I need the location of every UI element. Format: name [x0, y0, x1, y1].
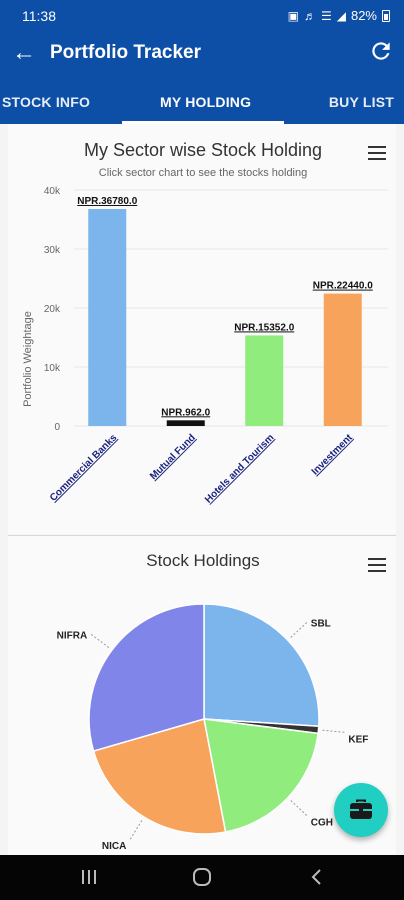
bar-0[interactable] [88, 208, 127, 426]
bar-data-label: NPR.15352.0 [234, 322, 294, 333]
bar-data-label: NPR.22440.0 [313, 281, 373, 292]
bar-3[interactable] [323, 293, 362, 426]
pie-slice-nica[interactable] [92, 718, 227, 835]
pie-connector [322, 729, 345, 733]
battery-icon [382, 9, 390, 22]
recent-apps-icon[interactable] [80, 867, 98, 887]
status-bar: 11:38 ▣ ♬ ☰ ◢ 82% [0, 0, 404, 32]
pie-slice-cgh[interactable] [203, 718, 319, 833]
app-bar: ← Portfolio Tracker [0, 32, 404, 76]
tab-my-holding[interactable]: MY HOLDING [160, 94, 252, 110]
system-nav-bar [0, 855, 404, 900]
stock-pie-labels: SBL KEF CGH NICA NIFRA [57, 618, 369, 852]
pie-slice-nifra[interactable] [88, 603, 205, 753]
sector-chart-menu-icon[interactable] [368, 146, 386, 160]
bar-data-label: NPR.36780.0 [77, 196, 137, 207]
system-back-icon[interactable] [308, 867, 324, 887]
pie-connector [290, 800, 308, 816]
bar-1[interactable] [166, 420, 205, 426]
home-icon[interactable] [192, 867, 212, 887]
stock-pie-card: Stock Holdings SBL KEF CGH NICA NIFRA [8, 535, 396, 855]
sector-bar-chart: My Sector wise Stock Holding Click secto… [22, 140, 388, 506]
pie-label: NICA [102, 841, 126, 852]
status-time: 11:38 [22, 8, 56, 24]
stock-chart-menu-icon[interactable] [368, 558, 386, 572]
tab-stock-info[interactable]: STOCK INFO [2, 94, 91, 110]
sector-chart-title: My Sector wise Stock Holding [84, 140, 322, 160]
sector-chart-card: My Sector wise Stock Holding Click secto… [8, 124, 396, 534]
notification-icon: ▣ [287, 8, 299, 23]
sector-chart-y-ticks: 0 10k 20k 30k 40k [44, 186, 61, 433]
pie-connector [129, 820, 143, 840]
tab-buy-list[interactable]: BUY LIST [328, 94, 394, 110]
bar-category-label[interactable]: Commercial Banks [48, 432, 120, 504]
refresh-icon[interactable] [368, 38, 394, 64]
y-tick-label: 30k [44, 245, 61, 256]
battery-level: 82% [350, 8, 377, 23]
briefcase-icon [350, 799, 372, 819]
y-tick-label: 20k [44, 304, 61, 315]
bar-category-label[interactable]: Hotels and Tourism [203, 432, 276, 505]
pie-label: KEF [348, 734, 368, 745]
pie-connector [290, 622, 308, 638]
sector-chart-bars [88, 208, 362, 426]
mute-icon: ♬ [303, 8, 316, 23]
pie-label: SBL [311, 618, 331, 629]
sector-chart-data-labels: NPR.36780.0 NPR.962.0 NPR.15352.0 NPR.22440… [77, 196, 373, 418]
tab-bar: STOCK INFO MY HOLDING BUY LIST [0, 76, 404, 124]
y-tick-label: 40k [44, 186, 61, 197]
stock-chart-title: Stock Holdings [146, 551, 259, 570]
pie-label: NIFRA [57, 630, 88, 641]
bar-category-label[interactable]: Investment [310, 432, 356, 478]
active-tab-indicator [122, 121, 284, 124]
sector-chart-categories: Commercial Banks Mutual Fund Hotels and To… [48, 432, 355, 506]
pie-label: CGH [311, 818, 333, 829]
wifi-icon: ☰ [320, 8, 332, 23]
stock-pie-slices [88, 603, 320, 835]
page-title: Portfolio Tracker [50, 42, 201, 63]
sector-chart-y-axis-label: Portfolio Weightage [22, 311, 34, 407]
pie-slice-sbl[interactable] [203, 603, 320, 728]
pie-connector [90, 633, 110, 648]
portfolio-fab-button[interactable] [334, 783, 388, 837]
bar-data-label: NPR.962.0 [161, 407, 210, 418]
sector-chart-subtitle: Click sector chart to see the stocks hol… [99, 167, 307, 179]
y-tick-label: 0 [54, 422, 60, 433]
status-icons: ▣ ♬ ☰ ◢ 82% [288, 8, 390, 23]
bar-2[interactable] [245, 335, 284, 426]
back-arrow-icon[interactable]: ← [12, 39, 36, 66]
y-tick-label: 10k [44, 363, 61, 374]
bar-category-label[interactable]: Mutual Fund [148, 432, 198, 482]
stock-pie-chart: Stock Holdings SBL KEF CGH NICA NIFRA [57, 551, 369, 852]
signal-icon: ◢ [336, 8, 346, 23]
